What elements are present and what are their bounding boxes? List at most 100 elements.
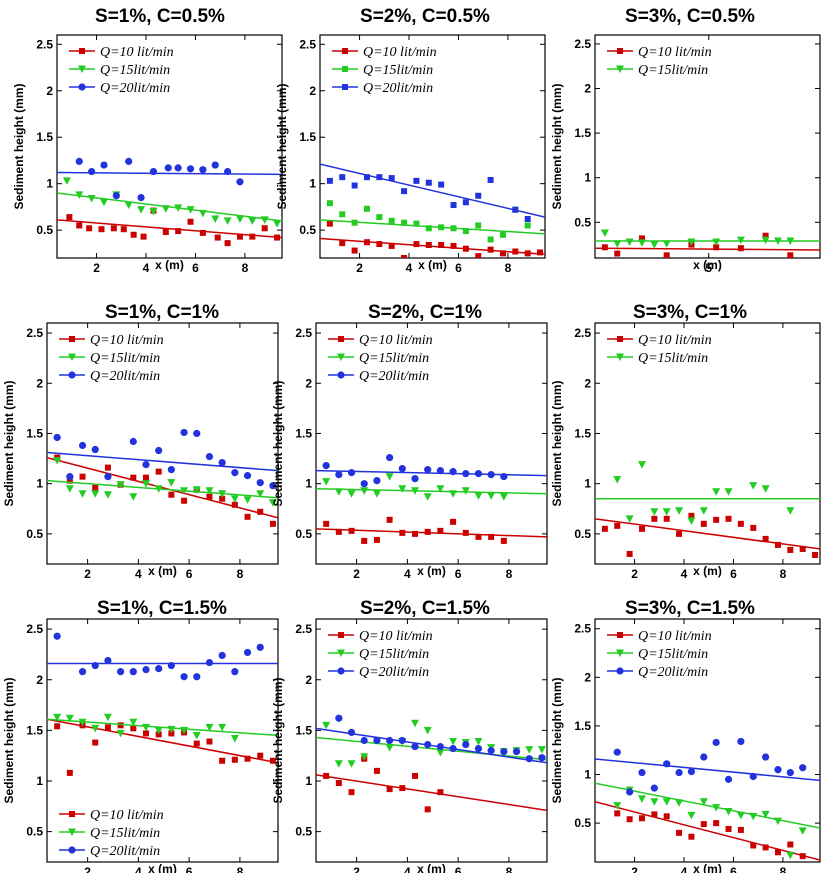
data-point [750, 524, 757, 531]
data-point [376, 241, 383, 248]
chart-panel: S=1%, C=1.5% 0.5 1 1.5 2 2.5 2 4 6 8 x (m) Sediment… [2, 598, 279, 873]
data-point [339, 174, 346, 181]
data-point [412, 772, 418, 779]
trend-line [47, 718, 278, 737]
data-point [360, 753, 369, 761]
data-point [449, 468, 457, 476]
y-tick-label: 0.5 [299, 223, 316, 237]
x-axis-label: x (m) [693, 258, 722, 272]
data-point [256, 479, 264, 487]
y-axis-label: Sediment height (mm) [275, 83, 289, 209]
data-point [120, 226, 127, 233]
trend-line [57, 192, 282, 222]
plot-data [57, 157, 282, 247]
data-point [154, 726, 163, 735]
legend-label: Q=15lit/min [638, 63, 708, 78]
plot-data [595, 737, 820, 861]
data-point [236, 178, 244, 186]
data-point [104, 724, 111, 731]
data-point [199, 229, 206, 236]
data-point [799, 764, 807, 772]
series-group [320, 220, 545, 258]
data-point [487, 471, 495, 479]
data-point [462, 199, 469, 206]
data-point [347, 469, 356, 477]
data-point [256, 643, 264, 651]
chart-panel: S=2%, C=1.5% 0.5 1 1.5 2 2.5 2 4 6 8 x (m) Sediment… [271, 598, 548, 873]
data-point [462, 245, 469, 252]
data-point [269, 757, 276, 764]
data-point [231, 668, 239, 676]
data-point [399, 529, 406, 536]
data-point [663, 760, 671, 768]
plot-data [47, 632, 278, 776]
data-point [687, 517, 696, 525]
data-point [218, 723, 227, 732]
data-point [142, 666, 150, 674]
legend-marker [79, 48, 85, 54]
chart-title: S=1%, C=1% [105, 302, 219, 323]
data-point [412, 530, 418, 537]
x-tick-label: 8 [242, 261, 249, 275]
x-tick-label: 6 [186, 865, 193, 873]
data-point [638, 235, 645, 242]
data-point [386, 786, 393, 793]
legend-label: Q=20lit/min [100, 81, 170, 96]
data-point [243, 496, 252, 504]
y-tick-label: 0.5 [574, 816, 591, 830]
data-point [137, 194, 145, 202]
x-tick-label: 6 [455, 865, 462, 873]
legend-marker [616, 649, 624, 657]
data-point [231, 501, 238, 508]
data-point [53, 632, 61, 640]
data-point [600, 229, 609, 238]
data-point [773, 237, 782, 246]
data-point [78, 490, 87, 498]
data-point [637, 795, 646, 803]
plot-data [320, 163, 545, 258]
data-point [398, 485, 407, 493]
y-tick-label: 1.5 [295, 723, 312, 737]
data-point [762, 232, 769, 239]
data-point [376, 174, 383, 181]
data-point [326, 177, 333, 184]
series-group [595, 229, 820, 249]
x-tick-label: 2 [631, 567, 638, 581]
data-point [322, 478, 331, 486]
data-point [339, 211, 346, 218]
data-point [436, 485, 445, 493]
data-point [86, 225, 93, 232]
y-tick-label: 0.5 [295, 527, 312, 541]
data-point [799, 853, 806, 860]
plot-frame [56, 34, 283, 259]
trend-line [316, 487, 547, 495]
data-point [53, 433, 61, 442]
data-point [474, 492, 483, 500]
x-tick-label: 4 [135, 567, 142, 581]
trend-line [47, 479, 278, 499]
data-point [363, 205, 370, 212]
data-point [180, 726, 189, 735]
data-point [161, 205, 170, 213]
data-point [651, 811, 658, 818]
data-point [401, 219, 408, 226]
data-point [187, 218, 194, 225]
data-point [663, 515, 670, 522]
data-point [164, 164, 172, 172]
legend-label: Q=15lit/min [638, 647, 708, 662]
data-point [104, 464, 111, 471]
data-point [762, 844, 769, 851]
data-point [205, 487, 214, 495]
data-point [335, 471, 343, 479]
y-axis-label: Sediment height (mm) [2, 380, 16, 506]
data-point [231, 469, 239, 477]
data-point [626, 550, 633, 557]
data-point [214, 234, 221, 241]
data-point [373, 736, 381, 745]
x-tick-label: 4 [681, 865, 688, 873]
series-group [595, 737, 820, 796]
data-point [180, 487, 189, 495]
data-point [322, 461, 330, 470]
data-point [92, 484, 99, 491]
data-point [155, 446, 163, 455]
